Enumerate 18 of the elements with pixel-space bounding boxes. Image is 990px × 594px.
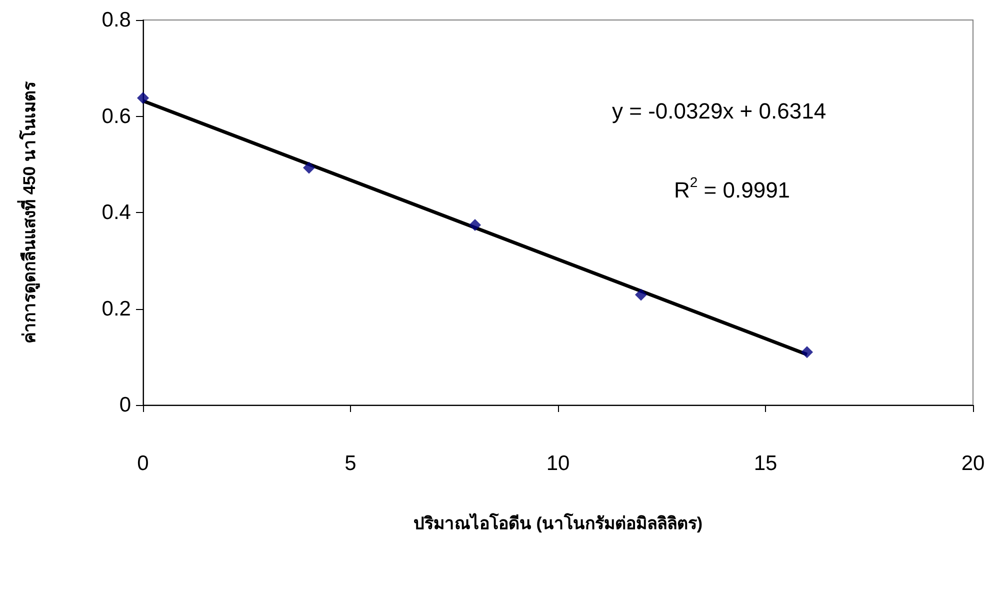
y-tick-label: 0.6 — [102, 104, 131, 128]
point — [137, 92, 149, 104]
point — [303, 162, 315, 174]
x-tick-label: 0 — [137, 452, 149, 475]
point — [469, 219, 481, 232]
y-tick-label: 0 — [119, 394, 131, 416]
x-axis-title: ปริมาณไอโอดีน (นาโนกรัมต่อมิลลิลิตร) — [413, 513, 703, 533]
y-tick-label: 0.4 — [102, 201, 132, 224]
annotation: y = -0.0329x + 0.6314 — [612, 98, 826, 124]
x-tick-label: 5 — [344, 452, 356, 475]
x-tick-label: 15 — [754, 452, 778, 475]
point — [635, 288, 647, 301]
x-tick-label: 20 — [961, 452, 985, 475]
point — [801, 346, 813, 358]
x-tick-label: 10 — [546, 452, 570, 475]
y-tick-label: 0.8 — [102, 8, 131, 32]
y-tick-label: 0.2 — [102, 297, 131, 320]
y-axis-title: ค่าการดูดกลืนแสงที่ 450 นาโนเมตร — [17, 80, 41, 344]
